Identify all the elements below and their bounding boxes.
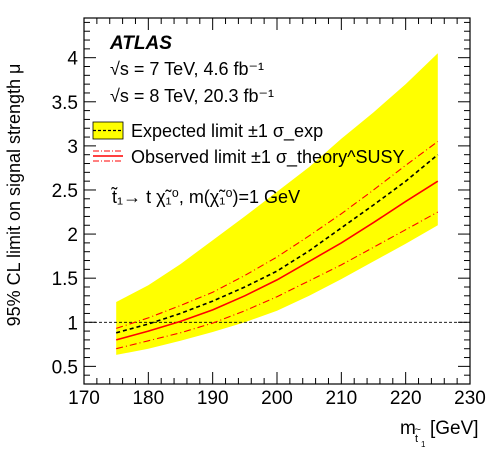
legend: Expected limit ±1 σ_exp Observed limit ±…: [92, 121, 405, 168]
atlas-label: ATLAS: [109, 33, 172, 54]
x-tick-label: 220: [390, 388, 422, 409]
y-tick-label: 0.5: [52, 357, 78, 378]
observed-limit-line: [115, 180, 439, 341]
y-axis-title: 95% CL limit on signal strength μ: [4, 64, 24, 327]
x-tick-label: 200: [261, 388, 293, 409]
legend-swatch-expected: [92, 121, 124, 140]
legend-label-observed: Observed limit ±1 σ_theory^SUSY: [131, 147, 405, 168]
expected-band-layer: [116, 53, 438, 355]
y-tick-label: 1: [67, 313, 78, 334]
process-label: t̃₁→ t χ̃₁⁰, m(χ̃₁⁰)=1 GeV: [110, 187, 300, 207]
lumi-line-7tev: √s = 7 TeV, 4.6 fb⁻¹: [110, 59, 264, 79]
observed-theory-high-line: [116, 141, 439, 329]
svg-text:m: m: [400, 418, 416, 439]
y-tick-label: 2: [67, 225, 78, 246]
axis-ticks-layer: 170 180 190 200 210 220 230 0.5 1 1.5 2 2.5 3 3.5 4: [52, 18, 486, 409]
expected-band: [116, 53, 438, 355]
y-tick-label: 2.5: [52, 181, 78, 202]
y-tick-label: 1.5: [52, 269, 78, 290]
x-tick-label: 230: [454, 388, 486, 409]
svg-text:~: ~: [415, 424, 421, 436]
svg-text:1: 1: [421, 440, 426, 449]
svg-text:[GeV]: [GeV]: [430, 418, 479, 439]
x-tick-label: 180: [132, 388, 164, 409]
limit-lines-layer: [84, 141, 470, 350]
legend-label-expected: Expected limit ±1 σ_exp: [131, 121, 323, 142]
lumi-line-8tev: √s = 8 TeV, 20.3 fb⁻¹: [110, 86, 274, 106]
expected-limit-line: [115, 154, 439, 334]
x-tick-label: 170: [68, 388, 100, 409]
legend-swatch-observed: [93, 150, 123, 162]
observed-theory-low-line: [116, 211, 439, 350]
y-tick-label: 3.5: [52, 93, 78, 114]
x-tick-label: 190: [197, 388, 229, 409]
x-tick-label: 210: [325, 388, 357, 409]
y-tick-label: 4: [67, 49, 78, 70]
svg-text:t: t: [415, 433, 418, 445]
y-tick-label: 3: [67, 137, 78, 158]
x-axis-title: m t ~ 1 [GeV]: [400, 418, 479, 449]
